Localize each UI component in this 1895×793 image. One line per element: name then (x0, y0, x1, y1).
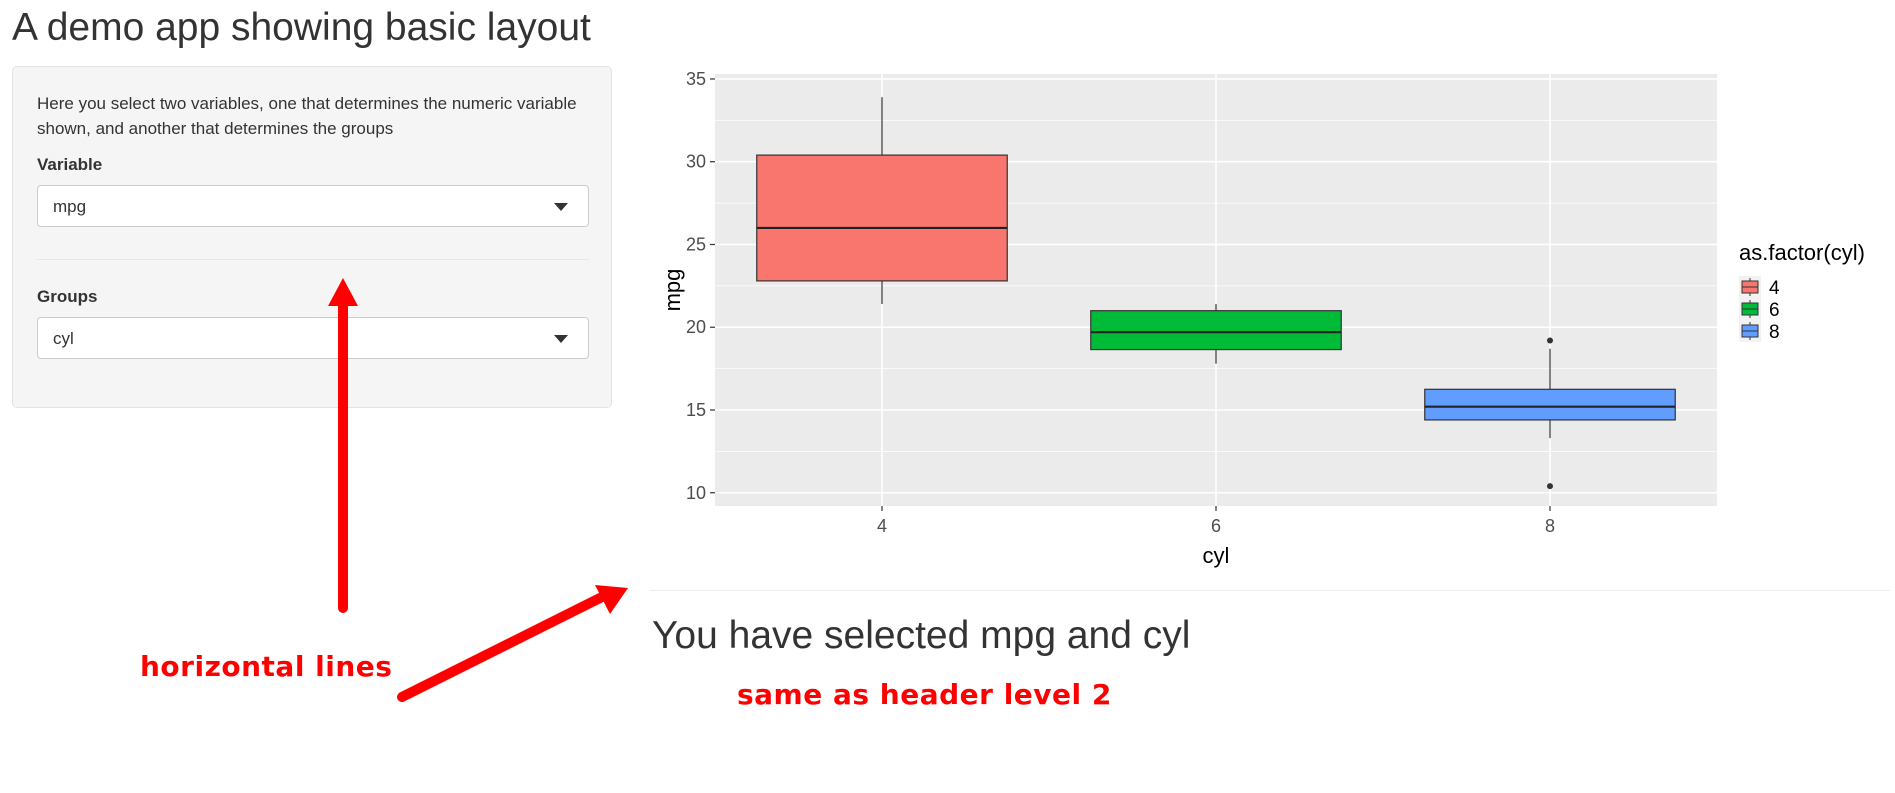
sidebar-intro-text: Here you select two variables, one that … (37, 94, 577, 138)
box-cyl-6 (1090, 310, 1342, 351)
legend-label: 6 (1769, 300, 1780, 321)
x-tick-label: 4 (877, 516, 887, 536)
x-tick-label: 8 (1545, 516, 1555, 536)
box-cyl-4 (756, 154, 1008, 282)
y-tick-label: 10 (686, 483, 706, 503)
legend-label: 8 (1769, 322, 1780, 343)
sidebar-horizontal-line (37, 259, 589, 260)
y-tick-label: 30 (686, 152, 706, 172)
annotation-header-note: same as header level 2 (737, 678, 1112, 711)
x-tick-label: 6 (1211, 516, 1221, 536)
annotation-arrowhead-diagonal (595, 585, 628, 614)
x-axis-title: cyl (1203, 543, 1230, 568)
annotation-arrow-diagonal (397, 593, 605, 702)
y-axis-title: mpg (660, 269, 685, 312)
main-horizontal-line (650, 590, 1890, 591)
groups-label: Groups (37, 287, 98, 306)
legend-label: 4 (1769, 278, 1780, 299)
annotation-horizontal-lines: horizontal lines (140, 650, 393, 683)
selection-heading: You have selected mpg and cyl (652, 614, 1191, 657)
page-title: A demo app showing basic layout (12, 6, 591, 49)
outlier-point (1547, 483, 1553, 490)
variable-label: Variable (37, 155, 103, 174)
variable-select-value: mpg (53, 197, 87, 216)
chevron-down-icon (554, 203, 568, 211)
groups-select-value: cyl (53, 329, 74, 348)
outlier-point (1547, 337, 1553, 344)
y-tick-label: 25 (686, 234, 706, 254)
chevron-down-icon (554, 335, 568, 343)
variable-select[interactable]: mpg (37, 185, 589, 227)
y-tick-label: 20 (686, 317, 706, 337)
groups-select[interactable]: cyl (37, 317, 589, 359)
y-tick-label: 35 (686, 69, 706, 89)
y-tick-label: 15 (686, 400, 706, 420)
sidebar-panel: Here you select two variables, one that … (12, 66, 612, 408)
legend-title: as.factor(cyl) (1739, 240, 1865, 265)
box-cyl-8 (1424, 388, 1676, 421)
